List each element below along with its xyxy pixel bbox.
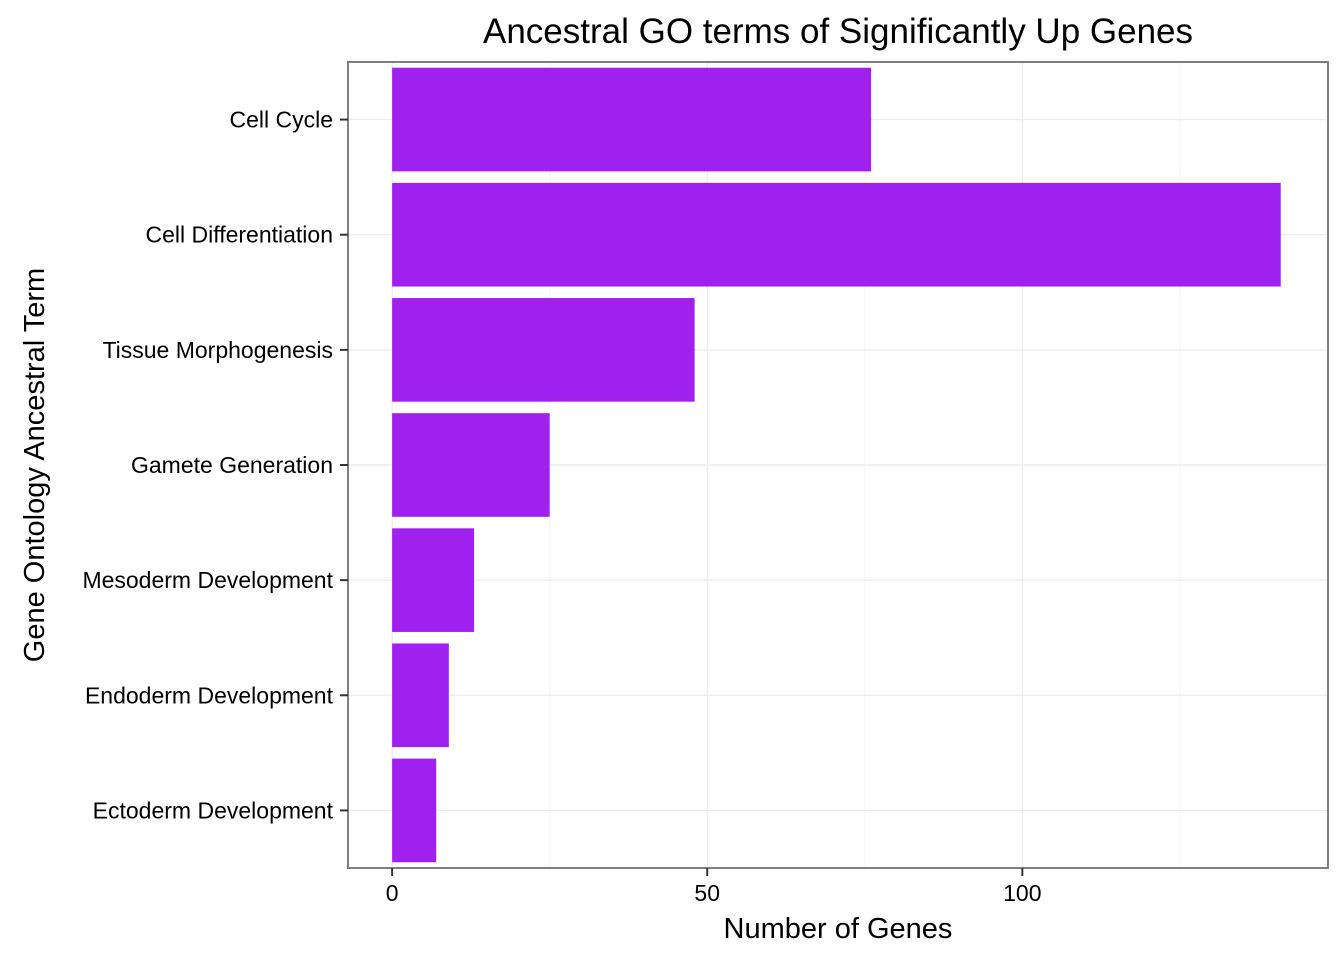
- y-tick-label: Tissue Morphogenesis: [102, 337, 333, 363]
- bar: [392, 182, 1281, 287]
- x-tick-label: 50: [694, 880, 720, 906]
- bar: [392, 67, 872, 172]
- x-tick-label: 100: [1003, 880, 1041, 906]
- bar: [392, 643, 449, 748]
- y-axis-title: Gene Ontology Ancestral Term: [19, 268, 51, 662]
- y-tick-label: Ectoderm Development: [93, 797, 334, 823]
- x-axis-title: Number of Genes: [724, 913, 953, 945]
- y-tick-label: Cell Cycle: [229, 107, 333, 133]
- bar: [392, 298, 695, 402]
- x-tick-label: 0: [386, 880, 399, 906]
- chart-title: Ancestral GO terms of Significantly Up G…: [483, 12, 1193, 51]
- bars: [392, 67, 1281, 863]
- y-tick-label: Gamete Generation: [131, 452, 333, 478]
- y-axis: Cell Cycle Cell Differentiation Tissue Mor…: [82, 107, 348, 823]
- bar: [392, 413, 550, 517]
- y-tick-label: Endoderm Development: [85, 682, 334, 708]
- y-tick-label: Cell Differentiation: [145, 222, 333, 248]
- x-axis: 0 50 100: [386, 868, 1042, 906]
- bar: [392, 758, 437, 863]
- y-tick-label: Mesoderm Development: [82, 567, 333, 593]
- bar: [392, 528, 475, 632]
